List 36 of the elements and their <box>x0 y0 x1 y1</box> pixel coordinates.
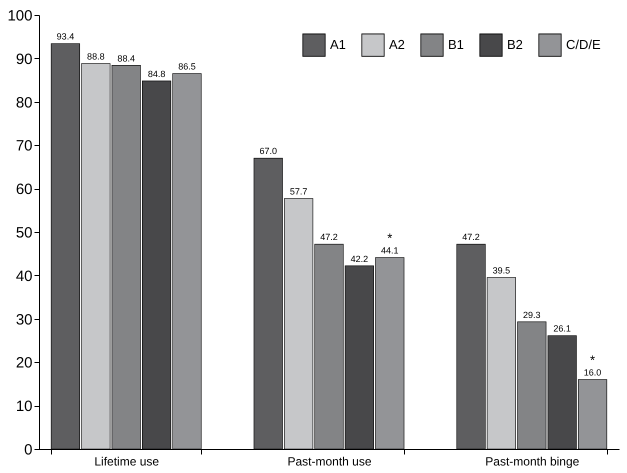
data-label: 67.0 <box>259 146 278 156</box>
y-tick-label: 10 <box>16 398 32 416</box>
data-label: 39.5 <box>492 266 510 276</box>
y-tick-label: 80 <box>16 94 32 112</box>
y-tick-label: 70 <box>16 138 32 155</box>
legend-label: B1 <box>448 37 464 52</box>
data-label: 88.8 <box>87 52 105 62</box>
x-tick-label: Past-month binge <box>485 454 580 468</box>
x-tick-label: Past-month use <box>287 454 372 468</box>
legend-label: C/D/E <box>566 37 601 52</box>
data-label: 47.2 <box>320 232 338 242</box>
y-tick-label: 50 <box>16 224 32 242</box>
legend-label: B2 <box>507 37 523 52</box>
data-label: 16.0 <box>584 368 602 378</box>
data-label: 29.3 <box>523 310 541 320</box>
data-label: 84.8 <box>148 68 166 79</box>
data-label: 88.4 <box>117 53 135 64</box>
legend-label: A2 <box>389 37 405 52</box>
data-label: 26.1 <box>553 324 571 334</box>
data-label: 93.4 <box>56 32 74 42</box>
y-tick-label: 60 <box>16 181 32 198</box>
data-label: 47.2 <box>462 232 480 242</box>
data-label: 42.2 <box>350 254 368 264</box>
y-tick-label: 0 <box>24 442 32 458</box>
y-tick-label: 90 <box>16 50 32 68</box>
data-label: 57.7 <box>290 186 308 197</box>
y-tick-label: 40 <box>16 268 32 285</box>
data-label: 44.1 <box>380 246 399 256</box>
y-tick-label: 20 <box>16 354 32 372</box>
y-tick-label: 100 <box>7 8 32 24</box>
y-tick-label: 30 <box>16 311 32 328</box>
x-tick-label: Lifetime use <box>94 454 160 468</box>
legend-label: A1 <box>330 37 346 52</box>
annotation: * <box>387 230 392 246</box>
annotation: * <box>590 352 596 368</box>
data-label: 86.5 <box>178 62 196 72</box>
